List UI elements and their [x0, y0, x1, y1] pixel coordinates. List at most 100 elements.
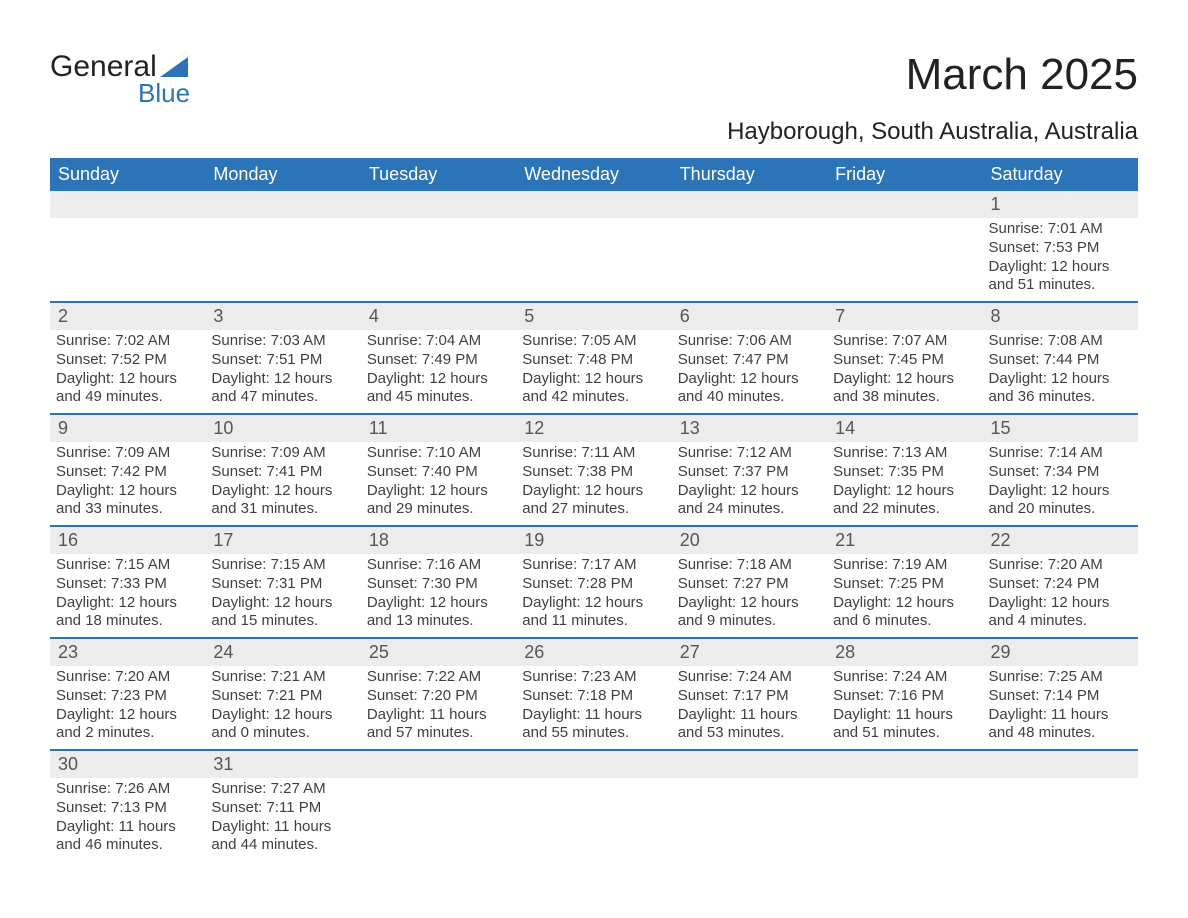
day2-text: and 38 minutes.	[833, 388, 976, 407]
daynum-row: 2345678	[50, 301, 1138, 330]
day-number: 26	[516, 639, 671, 666]
daynum-row: 3031	[50, 749, 1138, 778]
day1-text: Daylight: 12 hours	[522, 594, 665, 613]
day-number: 16	[50, 527, 205, 554]
week-row: Sunrise: 7:20 AMSunset: 7:23 PMDaylight:…	[50, 666, 1138, 749]
sunrise-text: Sunrise: 7:09 AM	[56, 444, 199, 463]
dow-monday: Monday	[205, 158, 360, 191]
day-number: 31	[205, 751, 360, 778]
sunrise-text: Sunrise: 7:13 AM	[833, 444, 976, 463]
day-number: 19	[516, 527, 671, 554]
daynum-row: 9101112131415	[50, 413, 1138, 442]
sunset-text: Sunset: 7:14 PM	[989, 687, 1132, 706]
day2-text: and 2 minutes.	[56, 724, 199, 743]
day-number: 6	[672, 303, 827, 330]
day2-text: and 6 minutes.	[833, 612, 976, 631]
day2-text: and 33 minutes.	[56, 500, 199, 519]
sunset-text: Sunset: 7:38 PM	[522, 463, 665, 482]
sunset-text: Sunset: 7:47 PM	[678, 351, 821, 370]
sunrise-text: Sunrise: 7:22 AM	[367, 668, 510, 687]
sunrise-text: Sunrise: 7:19 AM	[833, 556, 976, 575]
day-cell: Sunrise: 7:16 AMSunset: 7:30 PMDaylight:…	[361, 554, 516, 637]
day-number: 29	[983, 639, 1138, 666]
calendar: SundayMondayTuesdayWednesdayThursdayFrid…	[50, 158, 1138, 861]
day1-text: Daylight: 12 hours	[56, 482, 199, 501]
sunset-text: Sunset: 7:16 PM	[833, 687, 976, 706]
sunset-text: Sunset: 7:49 PM	[367, 351, 510, 370]
sunset-text: Sunset: 7:11 PM	[211, 799, 354, 818]
sunrise-text: Sunrise: 7:20 AM	[989, 556, 1132, 575]
day-number: 1	[983, 191, 1138, 218]
dow-saturday: Saturday	[983, 158, 1138, 191]
day1-text: Daylight: 12 hours	[678, 482, 821, 501]
day-cell: Sunrise: 7:27 AMSunset: 7:11 PMDaylight:…	[205, 778, 360, 861]
sunset-text: Sunset: 7:45 PM	[833, 351, 976, 370]
day1-text: Daylight: 11 hours	[989, 706, 1132, 725]
day2-text: and 9 minutes.	[678, 612, 821, 631]
dow-tuesday: Tuesday	[361, 158, 516, 191]
sunrise-text: Sunrise: 7:12 AM	[678, 444, 821, 463]
day2-text: and 55 minutes.	[522, 724, 665, 743]
day2-text: and 36 minutes.	[989, 388, 1132, 407]
day2-text: and 44 minutes.	[211, 836, 354, 855]
day2-text: and 24 minutes.	[678, 500, 821, 519]
week-row: Sunrise: 7:15 AMSunset: 7:33 PMDaylight:…	[50, 554, 1138, 637]
day1-text: Daylight: 12 hours	[522, 482, 665, 501]
day-number: 12	[516, 415, 671, 442]
sunset-text: Sunset: 7:23 PM	[56, 687, 199, 706]
day2-text: and 13 minutes.	[367, 612, 510, 631]
daynum-row: 23242526272829	[50, 637, 1138, 666]
sunrise-text: Sunrise: 7:10 AM	[367, 444, 510, 463]
sunset-text: Sunset: 7:27 PM	[678, 575, 821, 594]
day-number	[50, 191, 205, 218]
sunset-text: Sunset: 7:25 PM	[833, 575, 976, 594]
day-number: 4	[361, 303, 516, 330]
sunset-text: Sunset: 7:28 PM	[522, 575, 665, 594]
day-cell: Sunrise: 7:22 AMSunset: 7:20 PMDaylight:…	[361, 666, 516, 749]
sunrise-text: Sunrise: 7:15 AM	[56, 556, 199, 575]
day-number: 27	[672, 639, 827, 666]
sunrise-text: Sunrise: 7:04 AM	[367, 332, 510, 351]
day-cell: Sunrise: 7:14 AMSunset: 7:34 PMDaylight:…	[983, 442, 1138, 525]
day2-text: and 45 minutes.	[367, 388, 510, 407]
day2-text: and 27 minutes.	[522, 500, 665, 519]
day2-text: and 47 minutes.	[211, 388, 354, 407]
day1-text: Daylight: 11 hours	[522, 706, 665, 725]
sunset-text: Sunset: 7:48 PM	[522, 351, 665, 370]
day-number: 8	[983, 303, 1138, 330]
day-cell: Sunrise: 7:20 AMSunset: 7:24 PMDaylight:…	[983, 554, 1138, 637]
day1-text: Daylight: 12 hours	[211, 482, 354, 501]
week-row: Sunrise: 7:09 AMSunset: 7:42 PMDaylight:…	[50, 442, 1138, 525]
sunrise-text: Sunrise: 7:01 AM	[989, 220, 1132, 239]
daynum-row: 1	[50, 191, 1138, 218]
day-cell: Sunrise: 7:02 AMSunset: 7:52 PMDaylight:…	[50, 330, 205, 413]
sunrise-text: Sunrise: 7:24 AM	[833, 668, 976, 687]
day1-text: Daylight: 11 hours	[211, 818, 354, 837]
day1-text: Daylight: 11 hours	[678, 706, 821, 725]
day-number: 24	[205, 639, 360, 666]
day-number: 13	[672, 415, 827, 442]
day2-text: and 46 minutes.	[56, 836, 199, 855]
week-row: Sunrise: 7:26 AMSunset: 7:13 PMDaylight:…	[50, 778, 1138, 861]
day-number	[516, 191, 671, 218]
day-cell: Sunrise: 7:08 AMSunset: 7:44 PMDaylight:…	[983, 330, 1138, 413]
sunrise-text: Sunrise: 7:23 AM	[522, 668, 665, 687]
day-cell	[361, 218, 516, 301]
day1-text: Daylight: 12 hours	[211, 370, 354, 389]
day-number: 28	[827, 639, 982, 666]
day-cell: Sunrise: 7:15 AMSunset: 7:31 PMDaylight:…	[205, 554, 360, 637]
day-number: 7	[827, 303, 982, 330]
day-number: 10	[205, 415, 360, 442]
day-cell: Sunrise: 7:15 AMSunset: 7:33 PMDaylight:…	[50, 554, 205, 637]
sunrise-text: Sunrise: 7:18 AM	[678, 556, 821, 575]
day2-text: and 4 minutes.	[989, 612, 1132, 631]
day1-text: Daylight: 12 hours	[989, 594, 1132, 613]
logo-text-2: Blue	[138, 78, 190, 109]
day-number	[361, 751, 516, 778]
day2-text: and 51 minutes.	[989, 276, 1132, 295]
day-cell	[516, 778, 671, 861]
day-cell	[205, 218, 360, 301]
day-cell: Sunrise: 7:13 AMSunset: 7:35 PMDaylight:…	[827, 442, 982, 525]
day1-text: Daylight: 11 hours	[367, 706, 510, 725]
day-number	[983, 751, 1138, 778]
